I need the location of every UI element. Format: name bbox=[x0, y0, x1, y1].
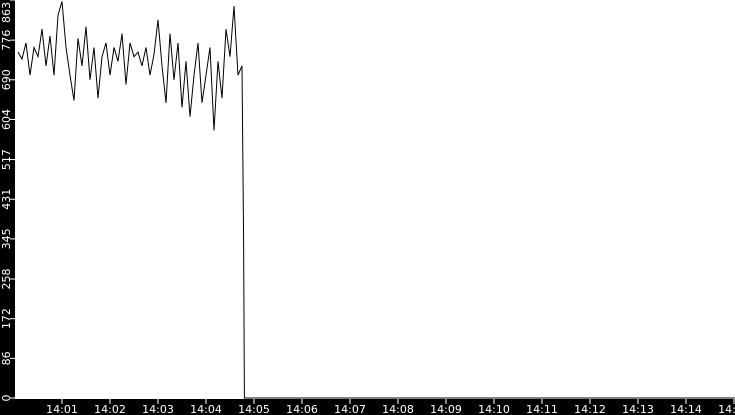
x-tick-label: 14:15 bbox=[718, 403, 735, 415]
y-axis: 0 86 172 258 345 431 517 604 690 776 863 bbox=[0, 0, 15, 402]
x-tick-label: 14:10 bbox=[478, 403, 510, 415]
y-tick-label: 863 bbox=[0, 2, 13, 23]
x-tick-label: 14:14 bbox=[670, 403, 702, 415]
y-tick-label: 345 bbox=[0, 228, 13, 249]
y-tick-label: 172 bbox=[0, 308, 13, 329]
x-tick-label: 14:07 bbox=[334, 403, 366, 415]
series-line bbox=[17, 1, 735, 399]
x-tick-label: 14:13 bbox=[622, 403, 654, 415]
x-tick-label: 14:08 bbox=[382, 403, 414, 415]
y-tick-label: 690 bbox=[0, 69, 13, 90]
y-tick-label: 86 bbox=[0, 351, 13, 365]
y-tick-label: 0 bbox=[0, 395, 13, 402]
x-tick-label: 14:03 bbox=[142, 403, 174, 415]
x-tick-label: 14:09 bbox=[430, 403, 462, 415]
x-tick-label: 14:06 bbox=[286, 403, 318, 415]
plot-area bbox=[15, 0, 735, 399]
y-tick-label: 431 bbox=[0, 189, 13, 210]
x-tick-label: 14:02 bbox=[94, 403, 126, 415]
y-tick-label: 517 bbox=[0, 149, 13, 170]
x-tick-label: 14:11 bbox=[526, 403, 558, 415]
x-tick-label: 14:12 bbox=[574, 403, 606, 415]
y-tick-label: 604 bbox=[0, 109, 13, 130]
x-axis: 14:01 14:02 14:03 14:04 14:05 14:06 14:07 14:08… bbox=[46, 399, 735, 415]
x-tick-label: 14:05 bbox=[238, 403, 270, 415]
x-tick-label: 14:04 bbox=[190, 403, 222, 415]
y-tick-label: 776 bbox=[0, 30, 13, 51]
y-tick-label: 258 bbox=[0, 269, 13, 290]
x-tick-label: 14:01 bbox=[46, 403, 78, 415]
